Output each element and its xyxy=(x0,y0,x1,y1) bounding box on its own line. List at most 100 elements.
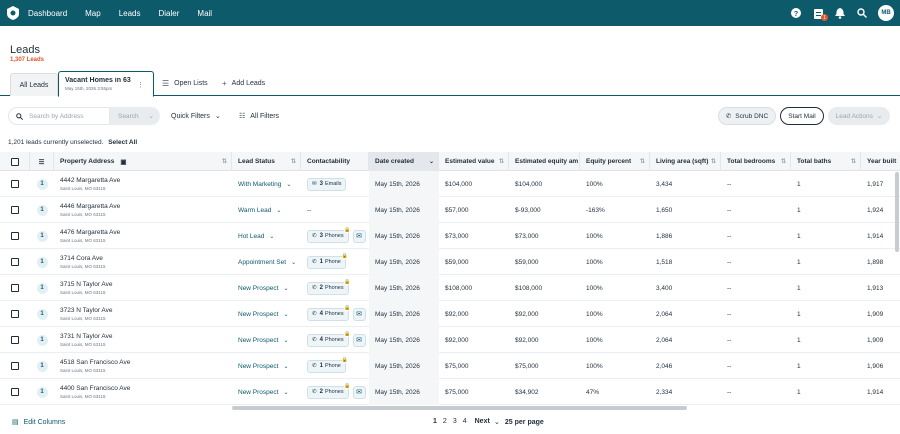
lead-status-select[interactable]: With Marketing ⌄ xyxy=(232,171,301,197)
horizontal-scrollbar[interactable] xyxy=(232,406,687,410)
mail-icon[interactable]: ✉ xyxy=(352,307,366,321)
contact-pill[interactable]: ✆ 1 Phone 🔒 xyxy=(307,252,348,269)
row-checkbox-cell xyxy=(0,353,30,379)
address-cell[interactable]: 4476 Margaretta Ave Saint Louis, MO 63115 xyxy=(54,223,232,249)
tab-vacant-homes[interactable]: Vacant Homes in 63 May 15th, 2026 3:55pm… xyxy=(58,71,154,97)
col-living-area[interactable]: Living area (sqft) ⇅ xyxy=(650,152,721,171)
search-icon[interactable] xyxy=(855,6,869,20)
table-row[interactable]: 1 4400 San Francisco Ave Saint Louis, MO 6… xyxy=(0,379,900,405)
nav-dashboard[interactable]: Dashboard xyxy=(28,8,68,18)
export-icon[interactable]: ▣ xyxy=(120,158,127,166)
tab-all-leads[interactable]: All Leads xyxy=(10,73,58,96)
add-leads-button[interactable]: + Add Leads xyxy=(222,71,265,96)
row-checkbox[interactable] xyxy=(11,232,19,240)
address-cell[interactable]: 3715 N Taylor Ave Saint Louis, MO 63115 xyxy=(54,275,232,301)
table-row[interactable]: 1 3723 N Taylor Ave Saint Louis, MO 63115 N… xyxy=(0,301,900,327)
next-page-button[interactable]: Next xyxy=(474,418,490,425)
contact-pill[interactable]: ✉ 3 Emails xyxy=(307,177,347,191)
address-cell[interactable]: 3723 N Taylor Ave Saint Louis, MO 63115 xyxy=(54,301,232,327)
scrub-dnc-button[interactable]: ✆ Scrub DNC xyxy=(718,107,776,125)
lead-status-select[interactable]: Hot Lead ⌄ xyxy=(232,223,301,249)
col-estimated-equity[interactable]: Estimated equity am xyxy=(509,152,580,171)
list-view-icon[interactable]: ☰ xyxy=(30,152,54,171)
col-lead-status[interactable]: Lead Status ⇅ xyxy=(232,152,301,171)
nav-mail[interactable]: Mail xyxy=(197,8,213,18)
page-2[interactable]: 2 xyxy=(442,418,447,425)
row-checkbox[interactable] xyxy=(11,388,19,396)
help-icon[interactable]: ? xyxy=(789,6,803,20)
open-lists-button[interactable]: ☰ Open Lists xyxy=(162,71,208,96)
contact-pill[interactable]: ✆ 1 Phone 🔒 xyxy=(307,356,348,373)
address-cell[interactable]: 4518 San Francisco Ave Saint Louis, MO 63… xyxy=(54,353,232,379)
avatar[interactable]: MB xyxy=(878,5,894,21)
table-row[interactable]: 1 4476 Margaretta Ave Saint Louis, MO 6311… xyxy=(0,223,900,249)
col-date-created[interactable]: Date created ⌄ xyxy=(369,152,439,171)
lead-status-select[interactable]: Warm Lead ⌄ xyxy=(232,197,301,223)
search-input[interactable]: Search by Address xyxy=(8,107,110,125)
contact-pill[interactable]: ✆ 4 Phones 🔒 xyxy=(307,304,351,321)
table-row[interactable]: 1 3731 N Taylor Ave Saint Louis, MO 63115 N… xyxy=(0,327,900,353)
search-button[interactable]: Search ⌄ xyxy=(110,107,160,125)
lock-icon: 🔒 xyxy=(341,252,348,259)
row-checkbox[interactable] xyxy=(11,310,19,318)
lead-status-select[interactable]: New Prospect ⌄ xyxy=(232,353,301,379)
chevron-down-icon: ⌄ xyxy=(276,207,282,214)
col-equity-percent[interactable]: Equity percent ⇅ xyxy=(580,152,650,171)
start-mail-button[interactable]: Start Mail xyxy=(780,107,824,125)
sort-icon: ⇅ xyxy=(780,159,786,165)
page-1[interactable]: 1 xyxy=(433,418,437,425)
page-3[interactable]: 3 xyxy=(452,418,457,425)
address-cell[interactable]: 4446 Margaretta Ave Saint Louis, MO 63115 xyxy=(54,197,232,223)
table-row[interactable]: 1 4518 San Francisco Ave Saint Louis, MO 6… xyxy=(0,353,900,379)
all-filters-button[interactable]: ☷ All Filters xyxy=(239,107,279,125)
contact-pill[interactable]: ✆ 2 Phones 🔒 xyxy=(307,382,351,399)
nav-leads[interactable]: Leads xyxy=(118,8,141,18)
lead-status-select[interactable]: New Prospect ⌄ xyxy=(232,275,301,301)
contact-pill[interactable]: ✆ 2 Phones 🔒 xyxy=(307,278,351,295)
quick-filters-button[interactable]: Quick Filters ⌄ xyxy=(171,107,221,125)
mail-icon[interactable]: ✉ xyxy=(352,229,366,243)
lead-status-select[interactable]: New Prospect ⌄ xyxy=(232,379,301,405)
row-checkbox[interactable] xyxy=(11,284,19,292)
nav-dialer[interactable]: Dialer xyxy=(158,8,180,18)
col-total-baths[interactable]: Total baths ⇅ xyxy=(791,152,861,171)
table-row[interactable]: 1 3714 Cora Ave Saint Louis, MO 63115 Appoi… xyxy=(0,249,900,275)
edit-columns-button[interactable]: ▤ Edit Columns xyxy=(12,418,65,427)
col-total-bedrooms[interactable]: Total bedrooms ⇅ xyxy=(721,152,791,171)
per-page-select[interactable]: ⌄ 25 per page xyxy=(494,418,544,427)
address-cell[interactable]: 3731 N Taylor Ave Saint Louis, MO 63115 xyxy=(54,327,232,353)
table-row[interactable]: 1 3715 N Taylor Ave Saint Louis, MO 63115 N… xyxy=(0,275,900,301)
row-checkbox[interactable] xyxy=(11,362,19,370)
table-row[interactable]: 1 4446 Margaretta Ave Saint Louis, MO 6311… xyxy=(0,197,900,223)
select-all-link[interactable]: Select All xyxy=(108,139,138,146)
address-cell[interactable]: 4442 Margaretta Ave Saint Louis, MO 63115 xyxy=(54,171,232,197)
address-cell[interactable]: 4400 San Francisco Ave Saint Louis, MO 63… xyxy=(54,379,232,405)
lead-actions-button[interactable]: Lead Actions ⌄ xyxy=(828,107,890,125)
tasks-icon[interactable]: 1 xyxy=(811,6,828,21)
col-year-built[interactable]: Year built xyxy=(861,152,900,171)
select-all-checkbox[interactable] xyxy=(10,157,19,166)
page-4[interactable]: 4 xyxy=(462,418,467,425)
contact-pill[interactable]: ✆ 4 Phones 🔒 xyxy=(307,330,351,347)
nav-map[interactable]: Map xyxy=(85,8,101,18)
lead-status-select[interactable]: New Prospect ⌄ xyxy=(232,327,301,353)
lead-status-select[interactable]: New Prospect ⌄ xyxy=(232,301,301,327)
vertical-scrollbar[interactable] xyxy=(895,172,899,252)
row-checkbox[interactable] xyxy=(11,336,19,344)
bell-icon[interactable] xyxy=(833,6,847,20)
logo-icon[interactable] xyxy=(6,5,20,21)
address-cell[interactable]: 3714 Cora Ave Saint Louis, MO 63115 xyxy=(54,249,232,275)
col-property-address[interactable]: Property Address ▣ ⇅ xyxy=(54,152,232,171)
contact-pill[interactable]: ✆ 3 Phones 🔒 xyxy=(307,226,351,243)
more-vertical-icon[interactable]: ⋮ xyxy=(137,82,144,89)
col-estimated-value[interactable]: Estimated value ⇅ xyxy=(439,152,509,171)
col-contactability[interactable]: Contactability xyxy=(301,152,369,171)
row-checkbox[interactable] xyxy=(11,180,19,188)
mail-icon[interactable]: ✉ xyxy=(352,385,366,399)
row-checkbox[interactable] xyxy=(11,206,19,214)
lead-status-select[interactable]: Appointment Set ⌄ xyxy=(232,249,301,275)
mail-icon[interactable]: ✉ xyxy=(352,333,366,347)
row-checkbox[interactable] xyxy=(11,258,19,266)
table-row[interactable]: 1 4442 Margaretta Ave Saint Louis, MO 6311… xyxy=(0,171,900,197)
lead-status-value: With Marketing xyxy=(238,180,282,188)
